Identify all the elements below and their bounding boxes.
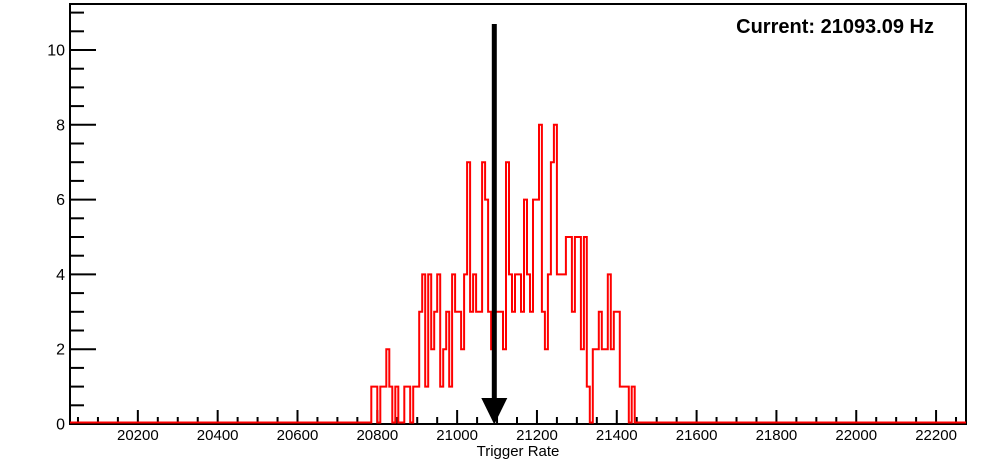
y-tick-label: 4 — [56, 267, 65, 284]
x-tick-label: 20400 — [197, 427, 239, 444]
y-tick-label: 6 — [56, 192, 65, 209]
y-tick-label: 0 — [56, 417, 65, 434]
x-tick-label: 21600 — [676, 427, 718, 444]
x-tick-label: 21000 — [436, 427, 478, 444]
x-axis-title: Trigger Rate — [476, 443, 560, 460]
y-tick-label: 2 — [56, 342, 65, 359]
histogram-line — [70, 123, 966, 424]
x-tick-label: 21800 — [756, 427, 798, 444]
x-tick-label: 21400 — [596, 427, 638, 444]
y-tick-label: 10 — [47, 43, 65, 60]
x-tick-label: 22000 — [835, 427, 877, 444]
plot-frame — [69, 3, 967, 425]
x-tick-label: 20200 — [117, 427, 159, 444]
x-tick-label: 22200 — [915, 427, 957, 444]
x-tick-label: 20600 — [277, 427, 319, 444]
current-rate-label: Current: 21093.09 Hz — [736, 16, 934, 38]
y-tick-label: 8 — [56, 117, 65, 134]
x-tick-label: 20800 — [356, 427, 398, 444]
current-rate-arrow-head — [481, 398, 508, 425]
x-tick-label: 21200 — [516, 427, 558, 444]
